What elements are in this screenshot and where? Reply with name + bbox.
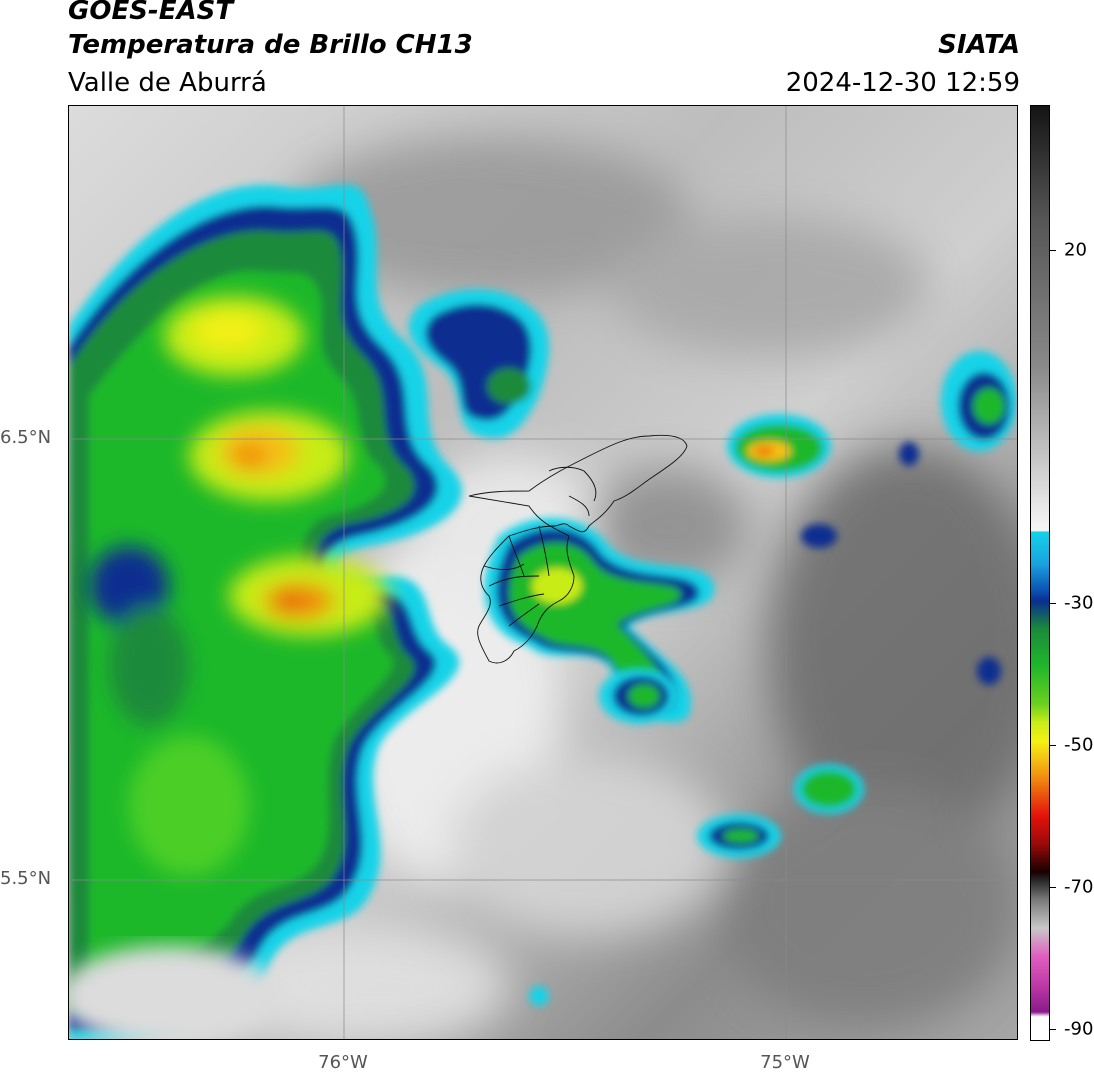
colorbar-tick-minus90	[1050, 1029, 1056, 1030]
temperature-colorbar	[1030, 105, 1050, 1041]
eastern-cloud-cells	[529, 351, 1017, 1006]
colorbar-label-minus70: -70	[1064, 876, 1094, 898]
colorbar-tick-20	[1050, 250, 1056, 251]
colorbar-label-minus50: -50	[1064, 734, 1094, 756]
satellite-map[interactable]	[68, 105, 1018, 1040]
product-title: Temperatura de Brillo CH13	[68, 30, 473, 60]
latitude-label-5-5n: 5.5°N	[0, 868, 52, 889]
northern-cloud-cell	[408, 289, 549, 439]
longitude-label-75w: 75°W	[760, 1052, 810, 1073]
region-label: Valle de Aburrá	[68, 68, 267, 98]
agency-label: SIATA	[938, 30, 1020, 60]
graticule	[69, 106, 1017, 1039]
longitude-label-76w: 76°W	[318, 1052, 368, 1073]
municipal-boundaries	[468, 434, 688, 664]
southwest-clear-area	[69, 946, 279, 1039]
colorbar-label-minus30: -30	[1064, 592, 1094, 614]
colorbar-label-minus90: -90	[1064, 1018, 1094, 1040]
timestamp-label: 2024-12-30 12:59	[785, 68, 1020, 98]
colorbar-tick-minus70	[1050, 887, 1056, 888]
colorbar-tick-minus30	[1050, 603, 1056, 604]
latitude-label-6-5n: 6.5°N	[0, 427, 52, 448]
colorbar-tick-minus50	[1050, 745, 1056, 746]
colorbar-label-20: 20	[1064, 239, 1087, 261]
satellite-title: GOES-EAST	[68, 0, 234, 26]
central-cloud-cell	[484, 517, 715, 723]
